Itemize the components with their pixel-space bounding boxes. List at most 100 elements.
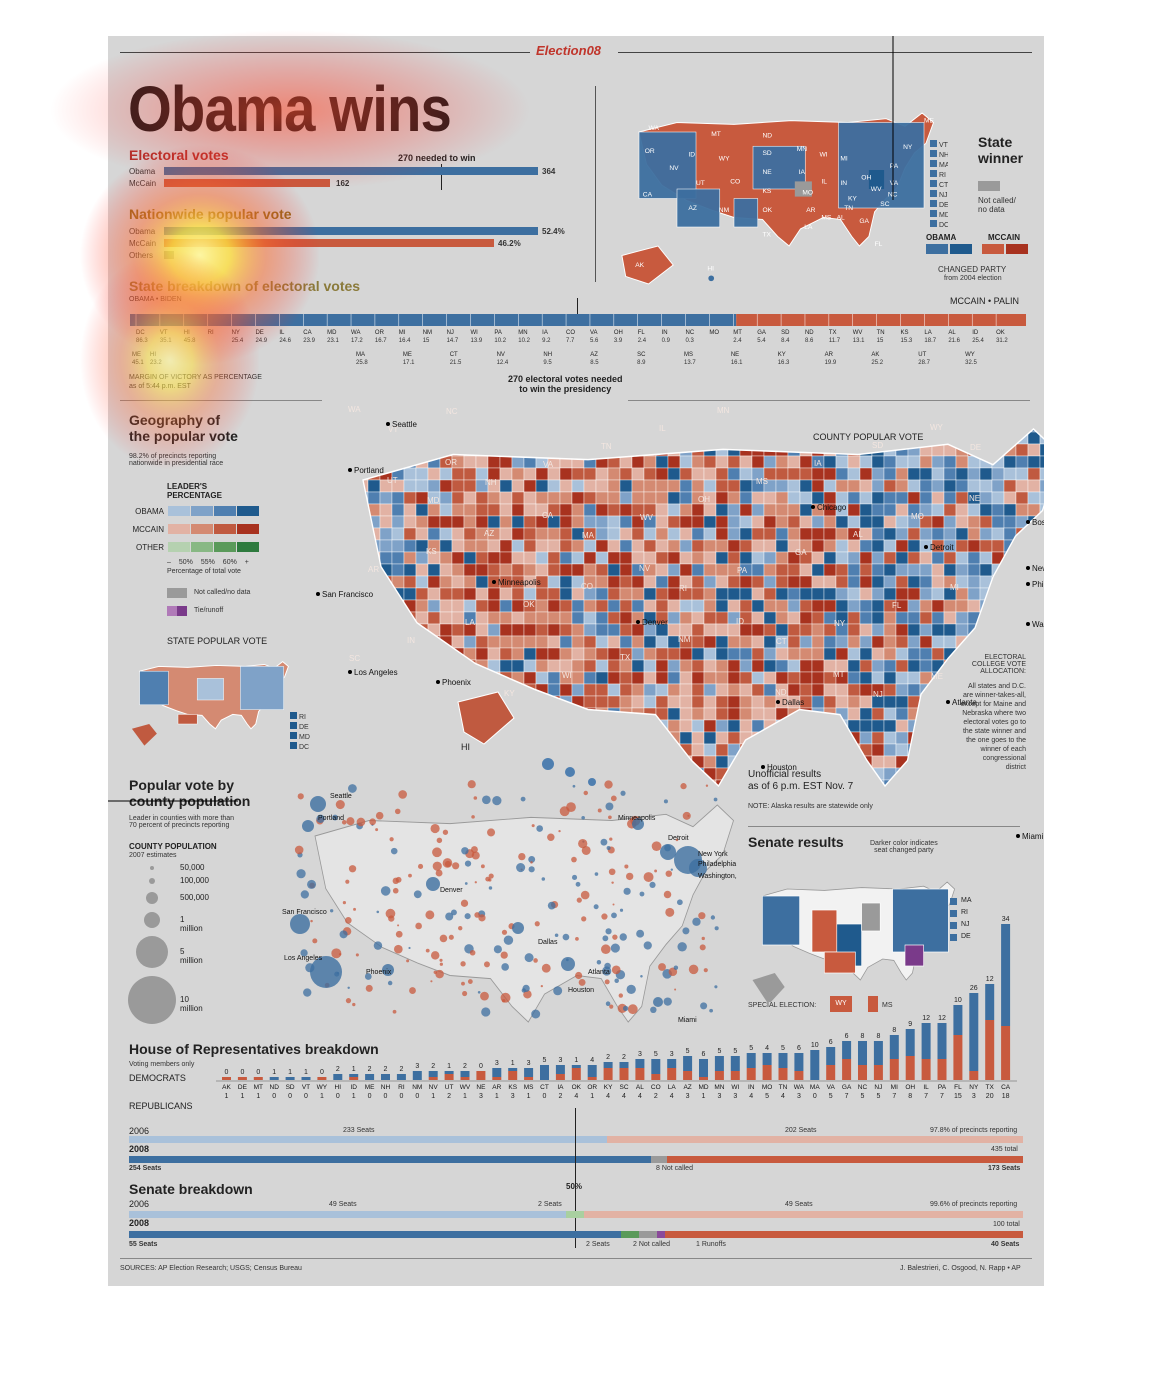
county-cell <box>715 707 729 721</box>
special-election-label: SPECIAL ELECTION: <box>748 1002 817 1009</box>
city-label-seattle: Seattle <box>392 420 417 429</box>
county-cell <box>739 431 753 445</box>
state-label-mn: MN <box>797 146 808 153</box>
county-cell <box>391 443 405 457</box>
county-cell <box>835 647 849 661</box>
county-cell <box>727 515 741 529</box>
county-cell <box>908 396 920 408</box>
county-cell <box>871 755 885 769</box>
state-label-ne: NE <box>763 169 773 176</box>
county-cell <box>859 671 873 685</box>
county-cell <box>907 539 921 553</box>
county-bubble <box>528 855 536 863</box>
county-cell <box>955 563 969 577</box>
county-cell <box>775 503 789 517</box>
county-cell <box>776 396 788 408</box>
house-bar-dem-ri <box>396 1074 406 1080</box>
county-cell <box>811 743 825 757</box>
county-cell <box>847 491 861 505</box>
county-cell <box>644 384 656 396</box>
county-cell <box>992 372 1004 384</box>
breakdown-bottom-pct-wy: 32.5 <box>965 360 977 366</box>
county-cell <box>799 455 813 469</box>
county-bubble <box>518 852 526 861</box>
county-cell <box>379 599 393 613</box>
county-cell <box>1015 539 1029 553</box>
county-cell <box>308 408 320 420</box>
county-cell <box>332 516 344 528</box>
county-cell <box>415 719 429 733</box>
house-rep-count-nh: 0 <box>384 1093 388 1100</box>
county-cell <box>643 599 657 613</box>
unofficial-results: Unofficial results as of 6 p.m. EST Nov.… <box>748 769 854 792</box>
county-cell <box>799 599 813 613</box>
breakdown-pct-nm: 15 <box>423 338 430 344</box>
house-dem-2006: 233 Seats <box>343 1127 375 1134</box>
county-cell <box>332 660 344 672</box>
house-bar-dem-ct <box>540 1065 549 1080</box>
county-cell <box>679 719 693 733</box>
county-cell <box>955 503 969 517</box>
county-cell <box>451 587 465 601</box>
county-cell <box>475 429 489 433</box>
small-state-swatch-dc <box>930 220 937 227</box>
county-bubble <box>312 938 318 944</box>
county-cell <box>535 647 549 661</box>
county-cell <box>751 431 765 445</box>
large-county-bubble <box>632 818 644 830</box>
county-cell <box>655 455 669 469</box>
county-cell <box>559 563 573 577</box>
county-bubble <box>430 980 433 983</box>
county-cell <box>344 516 356 528</box>
county-cell <box>535 671 549 685</box>
county-cell <box>859 647 873 661</box>
county-bubble <box>493 945 502 954</box>
county-cell <box>320 720 332 732</box>
state-label-wv: WV <box>871 186 882 193</box>
county-cell <box>667 455 681 469</box>
county-cell <box>403 707 417 721</box>
breakdown-state-dc: DC <box>136 330 145 336</box>
breakdown-state-nd: ND <box>805 330 814 336</box>
county-cell <box>860 372 872 384</box>
county-cell <box>703 707 717 721</box>
county-cell <box>547 467 561 481</box>
county-cell <box>511 635 525 649</box>
county-cell <box>739 551 753 565</box>
house-bar-dem-mo <box>762 1053 772 1065</box>
county-bubble <box>624 864 629 869</box>
breakdown-pct-or: 16.7 <box>375 338 387 344</box>
county-cell <box>427 599 441 613</box>
county-cell <box>1003 611 1017 625</box>
house-dem-count-wy: 0 <box>320 1069 324 1076</box>
city-label-dallas: Dallas <box>782 698 804 707</box>
county-cell <box>955 623 969 637</box>
county-cell <box>367 719 381 733</box>
county-cell <box>595 647 609 661</box>
county-cell <box>308 732 320 744</box>
county-cell <box>943 515 957 529</box>
county-cell <box>1015 551 1029 565</box>
house-dem-count-mn: 5 <box>717 1048 721 1055</box>
house-rep-count-id: 1 <box>352 1093 356 1100</box>
county-cell <box>1039 491 1044 505</box>
county-cell <box>415 503 429 517</box>
county-cell <box>799 611 813 625</box>
county-cell <box>823 647 837 661</box>
county-cell <box>716 384 728 396</box>
county-cell <box>344 492 356 504</box>
county-bubble <box>408 946 411 950</box>
county-cell <box>584 372 596 384</box>
county-state-label-mt: MT <box>833 670 845 679</box>
county-cell <box>595 563 609 577</box>
county-cell <box>463 467 477 481</box>
county-cell <box>703 623 717 637</box>
county-bubble <box>636 929 645 938</box>
county-bubble <box>356 817 366 827</box>
county-state-label-ca: CA <box>542 511 554 520</box>
county-cell <box>836 372 848 384</box>
county-cell <box>883 491 897 505</box>
house-bar-rep-ks <box>508 1071 518 1080</box>
county-bubble <box>605 928 612 935</box>
county-cell <box>379 491 393 505</box>
